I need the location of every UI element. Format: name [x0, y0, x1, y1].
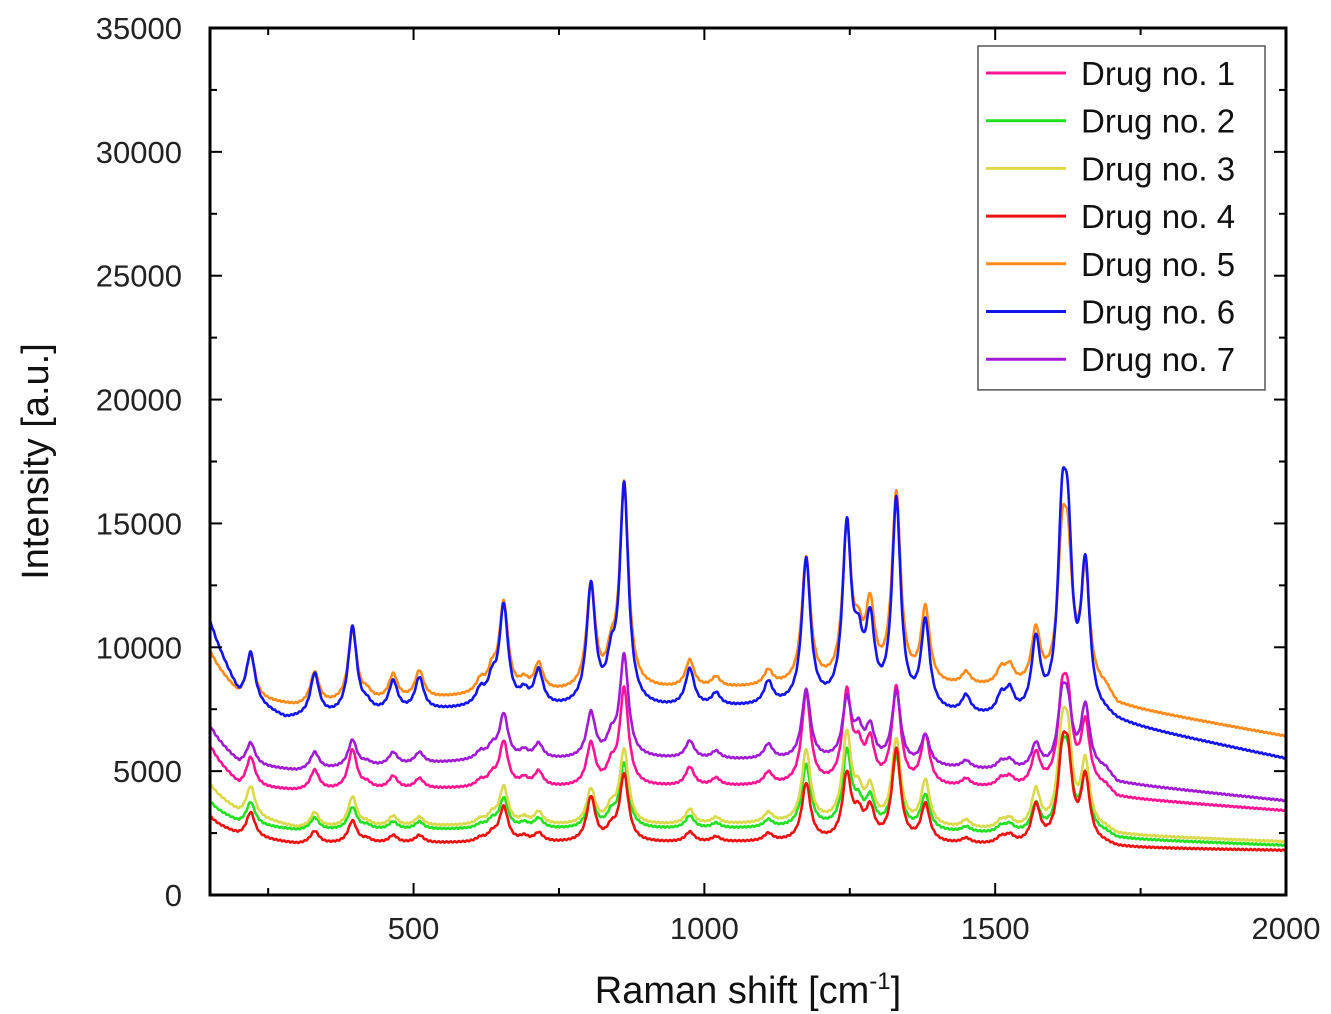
legend: Drug no. 1 Drug no. 2 Drug no. 3 Drug no. 4…: [977, 45, 1266, 391]
series-layer: [208, 466, 1287, 853]
y-tick-label: 0: [165, 878, 182, 913]
y-axis-title: Intensity [a.u.]: [15, 343, 57, 580]
series-line-6: [208, 466, 1287, 760]
x-tick-label: 1500: [961, 911, 1030, 946]
y-tick-label: 5000: [113, 754, 182, 789]
legend-label: Drug no. 6: [1081, 294, 1235, 331]
x-axis-title: Raman shift [cm-1]: [595, 968, 901, 1012]
legend-label: Drug no. 1: [1081, 55, 1235, 92]
series-line-1: [208, 671, 1287, 813]
legend-label: Drug no. 3: [1081, 150, 1235, 187]
series-line-3: [209, 705, 1287, 844]
legend-box: [977, 45, 1266, 391]
x-tick-label: 2000: [1252, 911, 1321, 946]
y-tick-label: 20000: [96, 383, 182, 418]
series-line-4: [209, 730, 1287, 853]
x-tick-label: 500: [388, 911, 440, 946]
x-tick-label: 1000: [670, 911, 739, 946]
legend-label: Drug no. 2: [1081, 103, 1235, 140]
y-axis-ticks: 0 5000 10000 15000 20000 25000 30000 35000: [96, 11, 1286, 913]
y-tick-label: 30000: [96, 135, 182, 170]
x-axis-ticks: 500 1000 1500 2000: [267, 28, 1321, 946]
legend-label: Drug no. 5: [1081, 246, 1235, 283]
series-line-5: [209, 479, 1287, 738]
series-line-2: [209, 735, 1287, 848]
legend-label: Drug no. 4: [1081, 198, 1235, 235]
legend-label: Drug no. 7: [1081, 341, 1235, 378]
y-tick-label: 35000: [96, 11, 182, 46]
y-tick-label: 10000: [96, 630, 182, 665]
y-tick-label: 25000: [96, 259, 182, 294]
y-tick-label: 15000: [96, 506, 182, 541]
series-line-7: [208, 651, 1287, 803]
